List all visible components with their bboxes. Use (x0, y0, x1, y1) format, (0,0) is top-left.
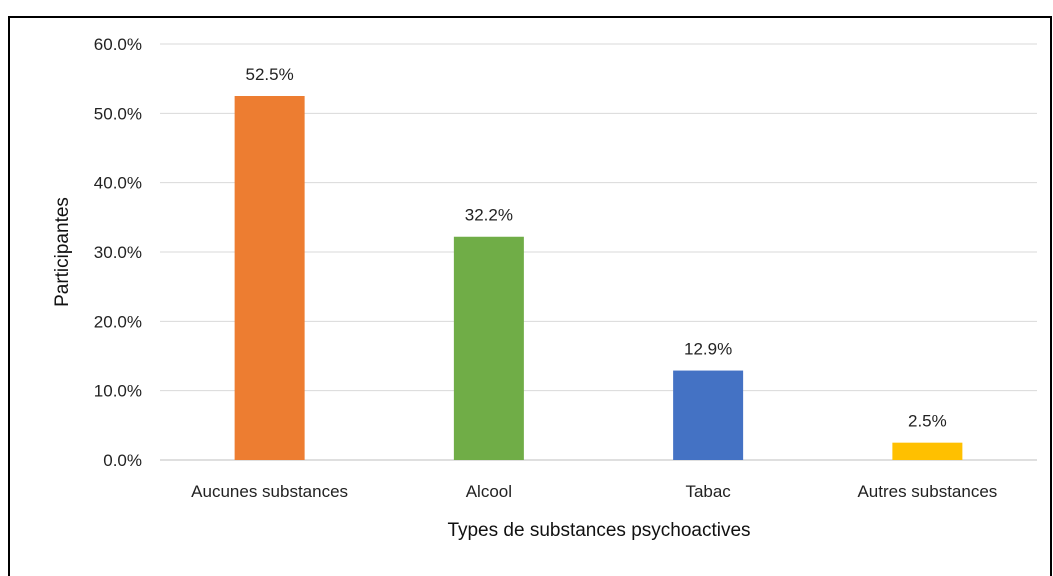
x-tick-label: Tabac (685, 482, 731, 501)
y-axis-label: Participantes (52, 197, 73, 307)
bar-autres-substances (892, 442, 963, 460)
bar-aucunes-substances (234, 96, 305, 460)
bar-alcool (453, 236, 524, 460)
data-label: 12.9% (684, 340, 732, 359)
data-label: 32.2% (465, 206, 513, 225)
x-tick-label: Aucunes substances (191, 482, 348, 501)
x-tick-label: Alcool (466, 482, 512, 501)
data-label: 52.5% (246, 65, 294, 84)
chart-frame (8, 16, 1052, 576)
gridlines (160, 43, 1037, 461)
data-labels: 52.5% 32.2% 12.9% 2.5% (246, 65, 947, 431)
y-tick-label: 20.0% (94, 312, 142, 331)
bar-tabac (673, 370, 744, 460)
bars (234, 96, 963, 460)
y-tick-label: 50.0% (94, 104, 142, 123)
x-axis-label: Types de substances psychoactives (447, 520, 750, 541)
y-tick-label: 60.0% (94, 35, 142, 54)
data-label: 2.5% (908, 412, 947, 431)
x-tick-label: Autres substances (857, 482, 997, 501)
x-axis-ticks: Aucunes substances Alcool Tabac Autres subs… (191, 482, 997, 501)
y-tick-label: 10.0% (94, 382, 142, 401)
y-tick-label: 40.0% (94, 174, 142, 193)
y-axis-ticks: 0.0% 10.0% 20.0% 30.0% 40.0% 50.0% 60.0% (94, 35, 142, 470)
y-tick-label: 0.0% (103, 451, 142, 470)
y-tick-label: 30.0% (94, 243, 142, 262)
